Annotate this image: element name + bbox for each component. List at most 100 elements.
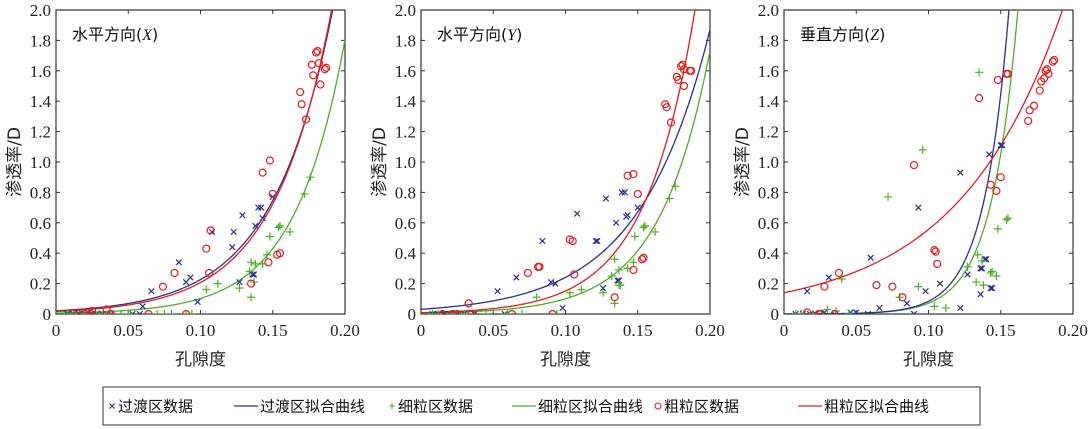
y-tick-label: 0.4	[395, 244, 417, 263]
transition-data-point	[599, 284, 607, 292]
x-axis-label: 孔隙度	[175, 350, 226, 370]
coarse-data-point	[301, 115, 311, 124]
fine-data-point	[153, 310, 162, 314]
y-tick-label: 1.8	[30, 31, 51, 50]
fine-data-point	[552, 310, 561, 314]
coarse-data-point	[535, 262, 544, 271]
coarse-data-point	[687, 66, 696, 75]
legend-label: 细粒区拟合曲线	[538, 398, 643, 416]
y-tick-label: 1.0	[30, 153, 51, 172]
fine-data-point	[651, 227, 660, 236]
fine-data-point	[95, 310, 104, 314]
fine-data-point	[460, 310, 469, 314]
fine-data-point	[941, 303, 950, 312]
fine-data-point	[639, 223, 648, 232]
transition-data-point	[853, 309, 860, 314]
fine-data-point	[610, 255, 619, 264]
transition-data-point	[136, 310, 144, 314]
fine-data-point	[251, 259, 260, 268]
fine-data-point	[599, 288, 608, 297]
fine-data-point	[202, 285, 211, 294]
coarse-data-point	[314, 59, 324, 68]
fine-data-point	[1002, 215, 1011, 224]
coarse-data-point	[888, 282, 897, 291]
fine-data-point	[160, 310, 169, 314]
coarse-data-point	[993, 75, 1002, 85]
coarse-data-point	[320, 65, 329, 74]
transition-data-point	[230, 228, 237, 236]
fine-data-point	[503, 310, 512, 314]
coarse-data-point	[102, 305, 111, 314]
x-axis-label: 孔隙度	[540, 350, 591, 370]
coarse-data-point	[666, 118, 676, 127]
fine-data-point	[791, 310, 800, 314]
fine-data-point	[963, 262, 972, 271]
y-axis-label: 渗透率/D	[5, 127, 25, 197]
transition-data-point	[988, 284, 996, 292]
transition-data-point	[129, 310, 136, 314]
transition-data-point	[957, 169, 964, 176]
fine-data-point	[577, 285, 586, 294]
y-tick-label: 0.6	[758, 214, 779, 233]
y-tick-label: 0.8	[30, 183, 51, 202]
transition-fit-curve	[784, 10, 1010, 314]
y-tick-label: 1.2	[758, 123, 779, 142]
y-tick-label: 0	[408, 305, 417, 324]
coarse-data-point	[992, 186, 1001, 195]
fine-data-point	[972, 278, 981, 287]
coarse-data-point	[1042, 65, 1052, 74]
transition-data-point	[987, 284, 994, 292]
plot-area	[421, 10, 710, 314]
coarse-data-point	[568, 236, 577, 246]
transition-data-point	[964, 271, 971, 278]
transition-data-point	[594, 237, 601, 245]
transition-data-point	[239, 211, 246, 219]
legend-label: 粗粒区拟合曲线	[824, 398, 929, 416]
transition-data-point	[792, 310, 799, 314]
coarse-data-point	[467, 309, 476, 314]
fine-data-point	[63, 310, 72, 314]
legend-item: 粗粒区数据	[654, 398, 739, 416]
panel-title-var: Y	[507, 27, 518, 44]
coarse-data-point	[610, 293, 619, 302]
transition-data-point	[977, 291, 984, 298]
fine-data-point	[434, 310, 443, 314]
fine-data-point	[482, 310, 491, 314]
y-tick-label: 1.8	[395, 31, 416, 50]
panel-3: 0 0.05 0.10 0.15 0.20 0 0.2 0.4 0.6 0.8 1.0 1.2 1.4 1…	[733, 1, 1088, 370]
panel-title-end: )	[879, 25, 885, 44]
transition-data-point	[997, 142, 1004, 149]
x-tick-label: 0.15	[258, 321, 288, 340]
transition-data-point	[93, 310, 100, 314]
y-tick-label: 2.0	[758, 1, 779, 20]
fine-data-point	[306, 173, 315, 182]
coarse-fit-curve	[56, 10, 333, 313]
transition-data-point	[915, 204, 922, 211]
coarse-data-point	[679, 81, 689, 91]
fine-data-point	[247, 293, 256, 302]
y-tick-label: 0.6	[395, 214, 416, 233]
transition-data-point	[957, 304, 964, 312]
x-tick-label: 0.05	[478, 321, 508, 340]
legend: 过渡区数据 过渡区拟合曲线 细粒区数据 细粒区拟合曲线 粗粒区数据 粗粒区拟合曲线	[102, 386, 981, 426]
fine-fit-curve	[421, 50, 710, 314]
legend-label: 过渡区拟合曲线	[260, 398, 365, 416]
fine-data-point	[182, 310, 191, 314]
transition-data-point	[446, 310, 454, 314]
legend-plus-marker-icon	[389, 403, 395, 409]
fine-data-point	[884, 192, 893, 201]
coarse-data-point	[88, 306, 97, 314]
coarse-data-point	[1039, 74, 1049, 83]
fine-data-point	[275, 221, 284, 230]
y-tick-label: 0.2	[395, 275, 416, 294]
y-tick-label: 1.6	[758, 62, 779, 81]
transition-data-point	[236, 278, 243, 286]
fine-data-point	[665, 194, 674, 203]
legend-label: 过渡区数据	[118, 398, 193, 416]
coarse-data-point	[448, 309, 457, 314]
transition-data-point	[821, 309, 828, 314]
coarse-data-point	[830, 309, 839, 314]
fine-data-point	[235, 284, 244, 293]
coarse-data-point	[930, 246, 939, 255]
y-tick-label: 1.4	[758, 92, 780, 111]
